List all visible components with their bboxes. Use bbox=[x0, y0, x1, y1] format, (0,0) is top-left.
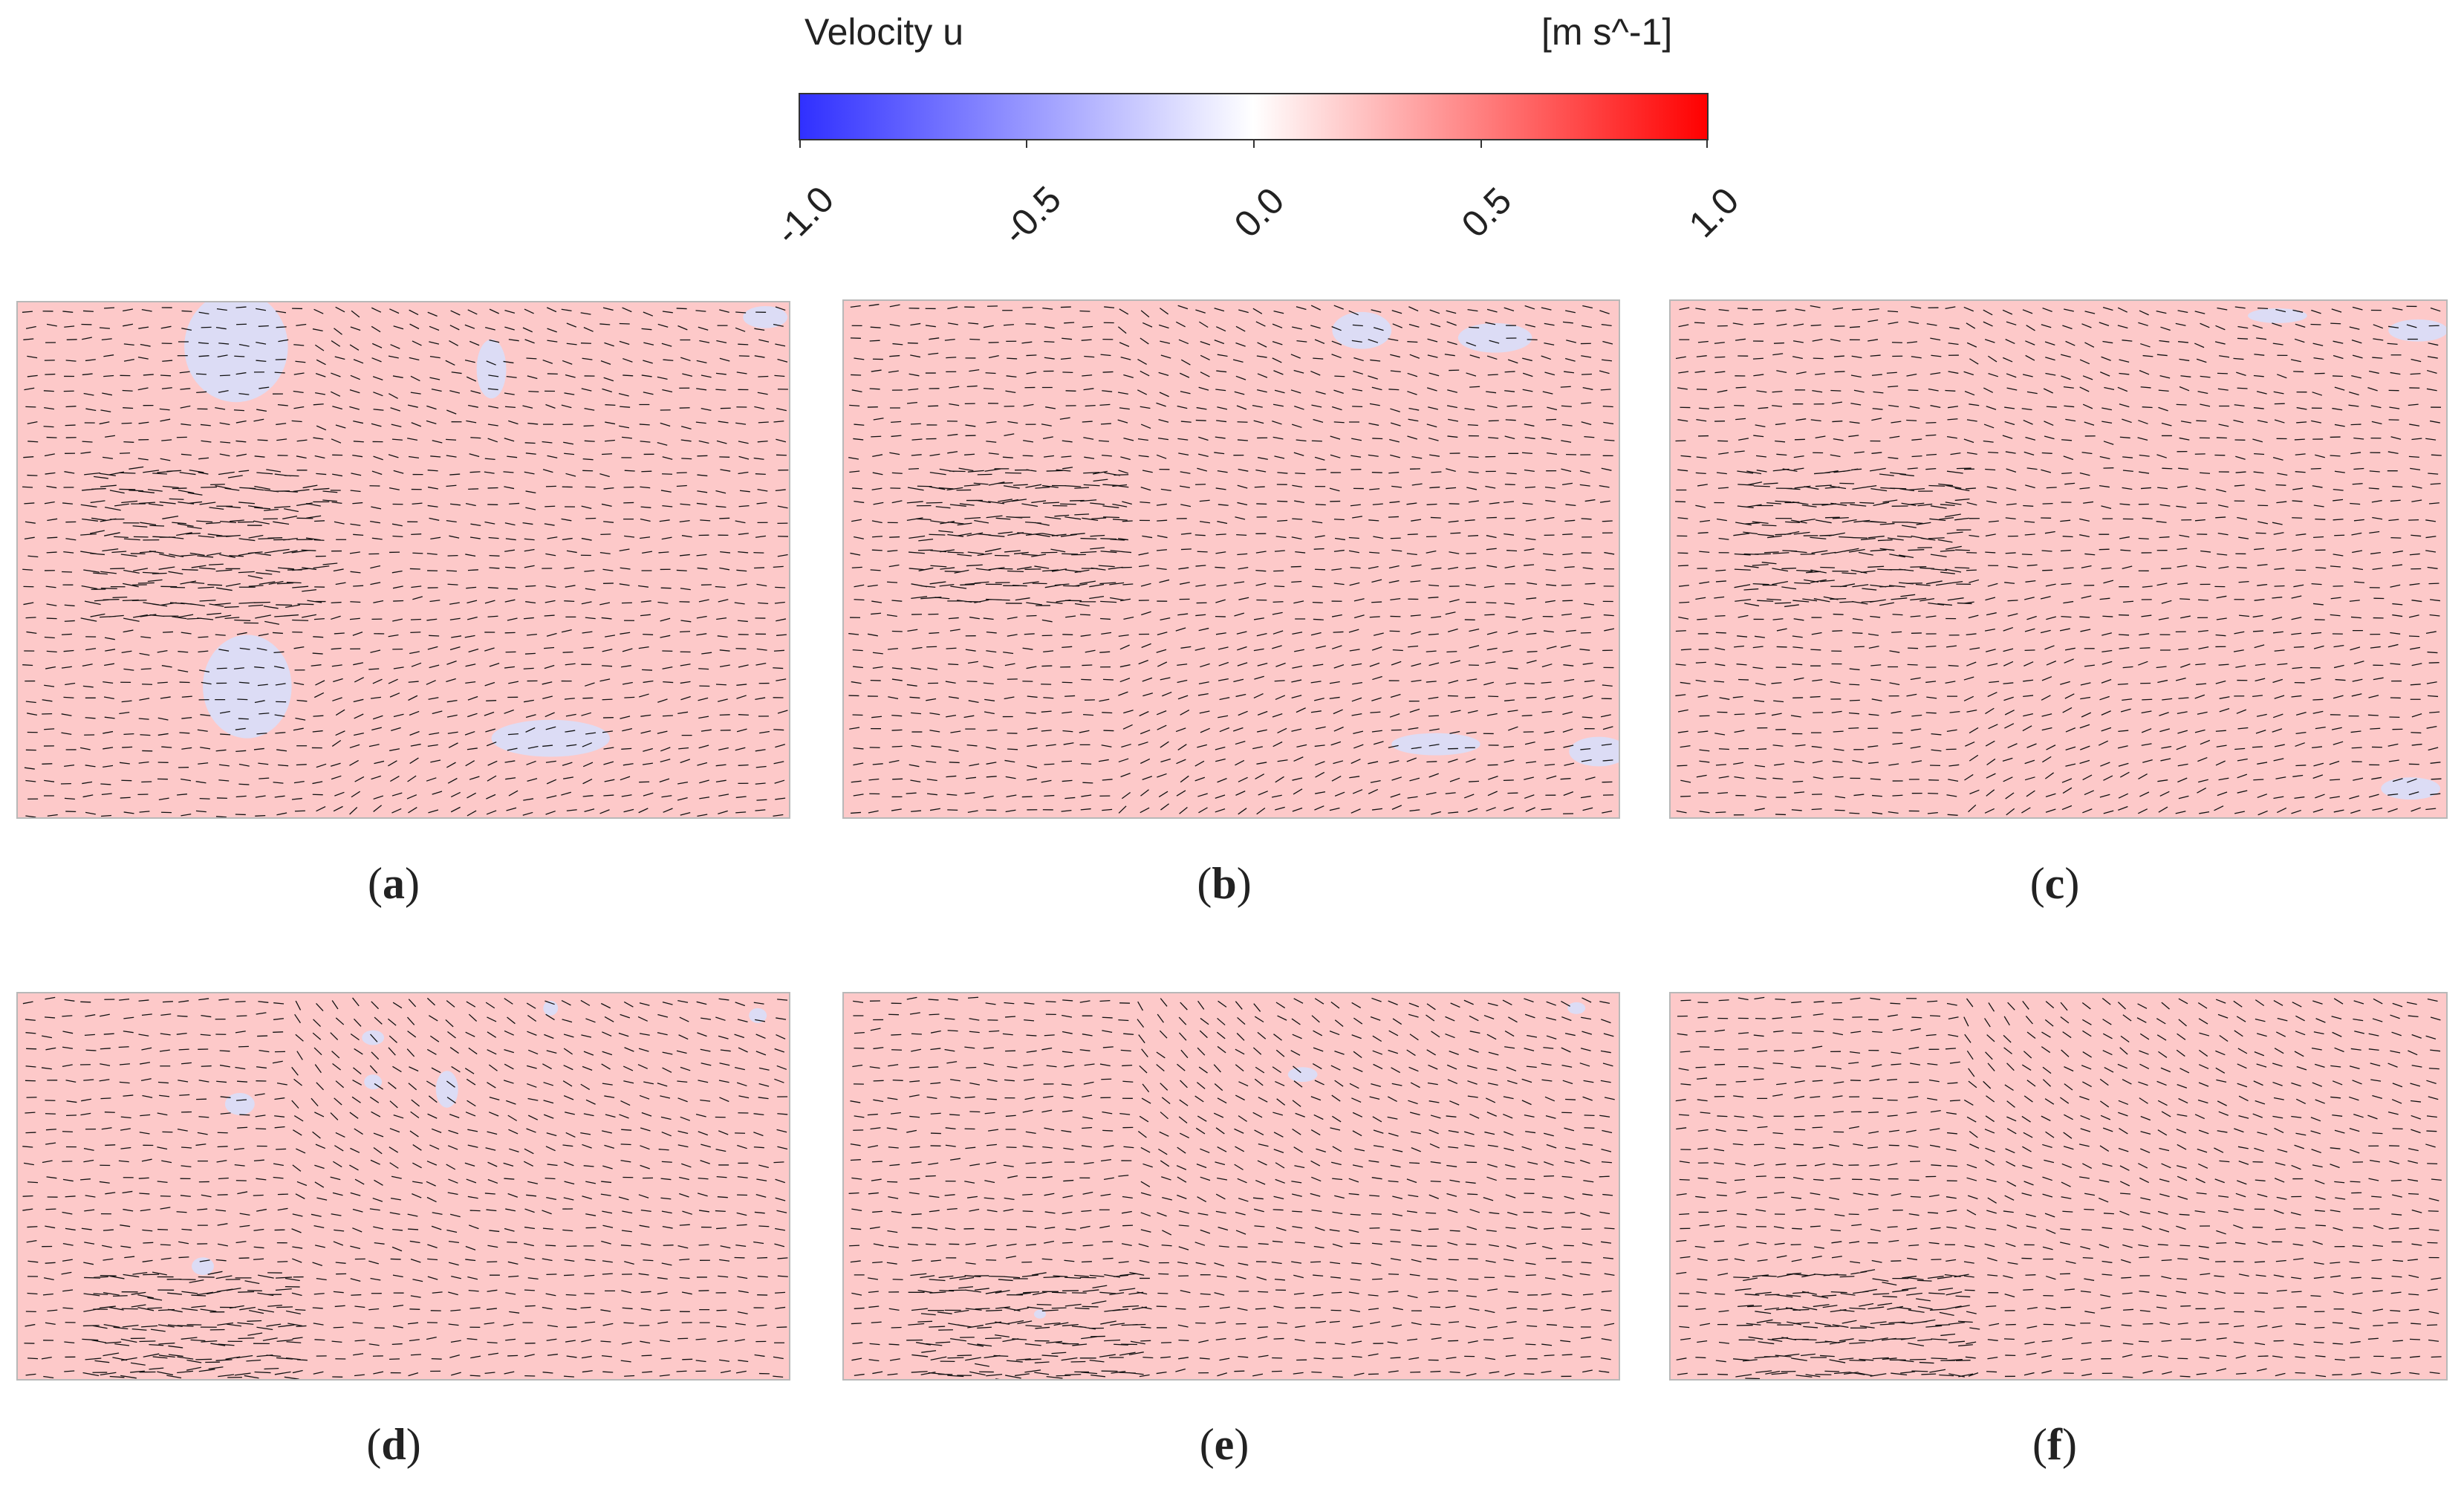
negative-velocity-patch bbox=[184, 302, 288, 403]
colorbar-tick-mark bbox=[1706, 140, 1708, 148]
negative-velocity-patch bbox=[1567, 1002, 1586, 1014]
negative-velocity-patch bbox=[476, 339, 507, 399]
colorbar-tick-mark bbox=[1480, 140, 1482, 148]
negative-velocity-patch bbox=[203, 635, 292, 739]
panel-label-c: (c) bbox=[2029, 859, 2080, 908]
colorbar-tick-mark bbox=[799, 140, 801, 148]
negative-velocity-patch bbox=[1332, 311, 1392, 349]
velocity-vectors bbox=[22, 996, 788, 1379]
negative-velocity-patch bbox=[224, 1092, 255, 1115]
colorbar-tick-mark bbox=[1253, 140, 1255, 148]
velocity-field-plot-e bbox=[848, 996, 1615, 1379]
velocity-field-plot-d bbox=[22, 996, 788, 1379]
negative-velocity-patch bbox=[1287, 1067, 1318, 1083]
panel-label-a: (a) bbox=[368, 859, 420, 908]
panel-label-f: (f) bbox=[2032, 1420, 2077, 1469]
negative-velocity-patch bbox=[1391, 733, 1480, 756]
velocity-field-plot-c bbox=[1675, 305, 2446, 816]
negative-velocity-patch bbox=[743, 305, 788, 328]
vector-arrows bbox=[848, 303, 1615, 815]
panel-label-b: (b) bbox=[1197, 859, 1252, 908]
velocity-vectors bbox=[22, 306, 789, 817]
colorbar bbox=[799, 93, 1709, 140]
colorbar-unit: [m s^-1] bbox=[1541, 11, 1673, 53]
velocity-field-panel-f bbox=[1669, 992, 2448, 1381]
negative-velocity-patch bbox=[435, 1071, 458, 1108]
colorbar-tick-label: -1.0 bbox=[767, 178, 842, 253]
vector-arrows bbox=[22, 306, 789, 817]
negative-velocity-patch bbox=[2388, 319, 2446, 342]
negative-velocity-patch bbox=[1034, 1309, 1046, 1319]
velocity-field-panel-e bbox=[842, 992, 1620, 1381]
velocity-vectors bbox=[1675, 305, 2442, 816]
negative-velocity-patch bbox=[2248, 308, 2307, 323]
vector-arrows bbox=[22, 996, 788, 1379]
colorbar-tick-label: 0.0 bbox=[1226, 179, 1293, 246]
velocity-field-plot-a bbox=[22, 302, 789, 817]
velocity-field-plot-b bbox=[848, 303, 1619, 815]
negative-velocity-patch bbox=[1457, 322, 1532, 353]
negative-velocity-patch bbox=[192, 1257, 214, 1276]
colorbar-tick-label: -0.5 bbox=[994, 178, 1070, 253]
colorbar-tick-label: 1.0 bbox=[1680, 179, 1747, 246]
colorbar-title: Velocity u bbox=[804, 11, 964, 53]
velocity-vectors bbox=[1675, 996, 2442, 1379]
vector-arrows bbox=[1675, 996, 2442, 1379]
velocity-field-panel-a bbox=[16, 301, 790, 819]
colorbar-tick-mark bbox=[1026, 140, 1027, 148]
velocity-vectors bbox=[848, 996, 1615, 1379]
velocity-vectors bbox=[848, 303, 1615, 815]
colorbar-tick-label: 0.5 bbox=[1453, 179, 1520, 246]
vector-arrows bbox=[1675, 305, 2442, 816]
panel-label-d: (d) bbox=[366, 1420, 421, 1469]
vector-arrows bbox=[848, 996, 1615, 1379]
panel-label-e: (e) bbox=[1199, 1420, 1249, 1469]
velocity-field-panel-d bbox=[16, 992, 790, 1381]
negative-velocity-patch bbox=[491, 719, 610, 757]
negative-velocity-patch bbox=[749, 1008, 767, 1023]
negative-velocity-patch bbox=[1569, 736, 1619, 767]
velocity-field-panel-b bbox=[842, 299, 1620, 819]
velocity-field-plot-f bbox=[1675, 996, 2442, 1379]
velocity-field-panel-c bbox=[1669, 299, 2448, 819]
